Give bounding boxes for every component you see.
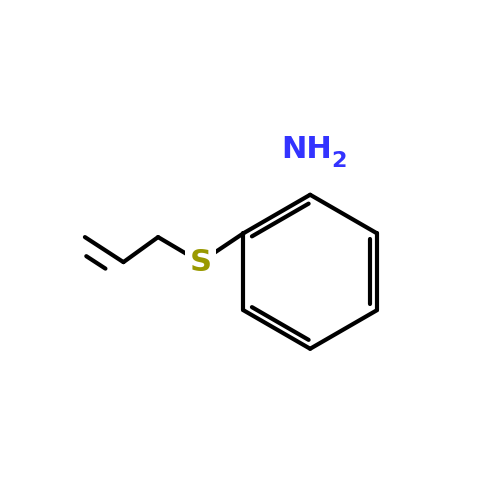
Text: S: S: [190, 248, 212, 276]
Text: NH: NH: [281, 135, 332, 164]
Text: 2: 2: [332, 151, 346, 171]
